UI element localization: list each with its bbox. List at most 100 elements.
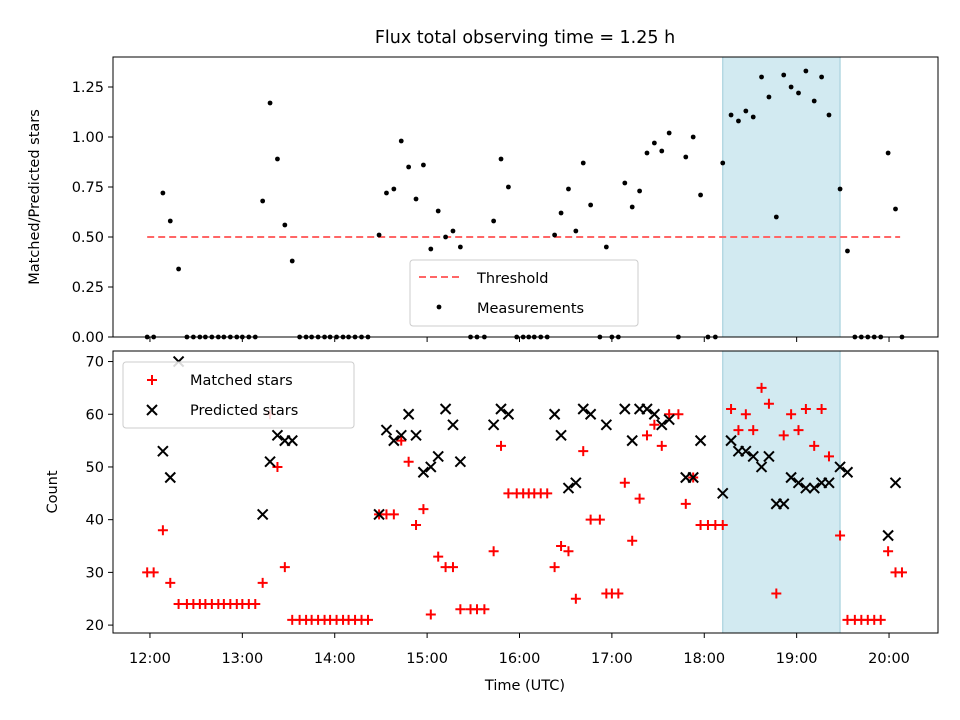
matched-star-point [641, 430, 652, 441]
measurement-point [837, 186, 843, 192]
measurement-point [796, 90, 801, 96]
matched-star-point [756, 382, 767, 393]
matched-star-point [585, 514, 596, 525]
predicted-star-point [889, 477, 902, 489]
predicted-star-point [395, 429, 407, 442]
top-y-tick-label: 0.50 [72, 230, 104, 246]
predicted-star-point [555, 429, 567, 442]
measurement-point [666, 130, 672, 136]
predicted-star-point [570, 477, 582, 489]
matched-star-point [748, 425, 759, 436]
bottom-y-tick-label: 50 [86, 460, 104, 476]
matched-star-point [778, 430, 789, 441]
measurement-point [566, 186, 571, 192]
legend-threshold-label: Threshold [476, 271, 548, 287]
measurement-point [413, 196, 419, 202]
measurement-point [811, 98, 817, 104]
measurement-point [491, 218, 497, 224]
predicted-star-point [834, 461, 846, 473]
matched-star-point [147, 375, 157, 385]
predicted-star-point [800, 482, 812, 494]
matched-star-point [594, 514, 605, 525]
measurement-point [803, 68, 809, 74]
matched-star-point [455, 604, 466, 615]
predicted-star-point [648, 408, 661, 420]
measurement-point [588, 202, 594, 208]
matched-star-point [425, 609, 436, 620]
measurement-point [406, 164, 412, 170]
bottom-y-tick-label: 30 [86, 565, 104, 581]
matched-star-point [418, 504, 429, 515]
matched-star-point [726, 403, 737, 414]
predicted-star-point [577, 403, 589, 415]
matched-star-point [800, 403, 811, 414]
predicted-star-point [373, 508, 385, 521]
measurement-point [659, 148, 665, 154]
measurement-point [743, 108, 749, 114]
matched-star-point [835, 530, 846, 541]
top-y-axis-label: Matched/Predicted stars [27, 109, 43, 285]
measurement-point [603, 244, 609, 250]
predicted-star-point [271, 429, 284, 442]
matched-star-point [733, 425, 744, 436]
measurement-point [275, 156, 280, 162]
predicted-star-point [823, 477, 835, 489]
measurement-point [450, 228, 456, 234]
matched-star-point [717, 519, 728, 530]
predicted-star-point [687, 471, 699, 484]
measurement-point [421, 162, 426, 168]
x-tick-label: 19:00 [776, 651, 818, 667]
matched-star-point [816, 403, 827, 414]
matched-star-point [549, 562, 560, 573]
matched-star-point [488, 546, 499, 557]
top-x-ticks [149, 337, 890, 342]
x-tick-label: 15:00 [406, 651, 448, 667]
predicted-star-point [747, 450, 759, 463]
predicted-star-point [502, 408, 515, 420]
predicted-star-point [286, 434, 298, 447]
x-tick-label: 16:00 [499, 651, 541, 667]
matched-star-point [148, 567, 159, 578]
measurement-point [622, 180, 628, 186]
top-y-tick-label: 0.00 [72, 330, 104, 346]
matched-star-point [563, 546, 574, 557]
top-y-tick-label: 1.25 [72, 80, 104, 96]
measurement-point [766, 94, 772, 100]
predicted-star-point [656, 419, 668, 431]
legend-matched-label: Matched stars [190, 373, 293, 389]
measurement-point [160, 190, 166, 196]
bottom-highlight-span [722, 350, 841, 634]
matched-star-point [627, 535, 638, 546]
matched-star-point [664, 409, 675, 420]
measurement-point [683, 154, 689, 160]
counts-layer [142, 355, 907, 625]
predicted-star-point [882, 529, 894, 542]
predicted-star-point [157, 445, 169, 457]
predicted-star-point [792, 477, 805, 489]
matched-star-point [673, 409, 684, 420]
measurement-point [457, 244, 463, 250]
measurement-point [690, 134, 696, 140]
matched-star-point [279, 562, 290, 573]
top-y-tick-label: 0.75 [72, 180, 104, 196]
predicted-star-point [495, 403, 507, 415]
measurement-point [167, 218, 173, 224]
measurement-point [720, 160, 726, 166]
matched-star-point [257, 577, 268, 588]
x-tick-label: 12:00 [129, 651, 171, 667]
top-y-tick-label: 1.00 [72, 130, 104, 146]
predicted-star-point [694, 434, 707, 447]
matched-star-point [403, 456, 414, 467]
measurement-point [728, 112, 734, 118]
measurement-point [376, 232, 382, 238]
predicted-star-point [439, 403, 452, 415]
measurement-point [826, 112, 832, 118]
matched-star-point [740, 409, 751, 420]
predicted-star-point [584, 408, 597, 420]
bottom-y-axis-label: Count [45, 470, 61, 513]
predicted-star-point [785, 471, 797, 484]
matched-star-point [649, 419, 660, 430]
predicted-star-point [562, 482, 575, 494]
bottom-axes-frame [112, 350, 939, 634]
predicted-star-point [663, 413, 675, 426]
